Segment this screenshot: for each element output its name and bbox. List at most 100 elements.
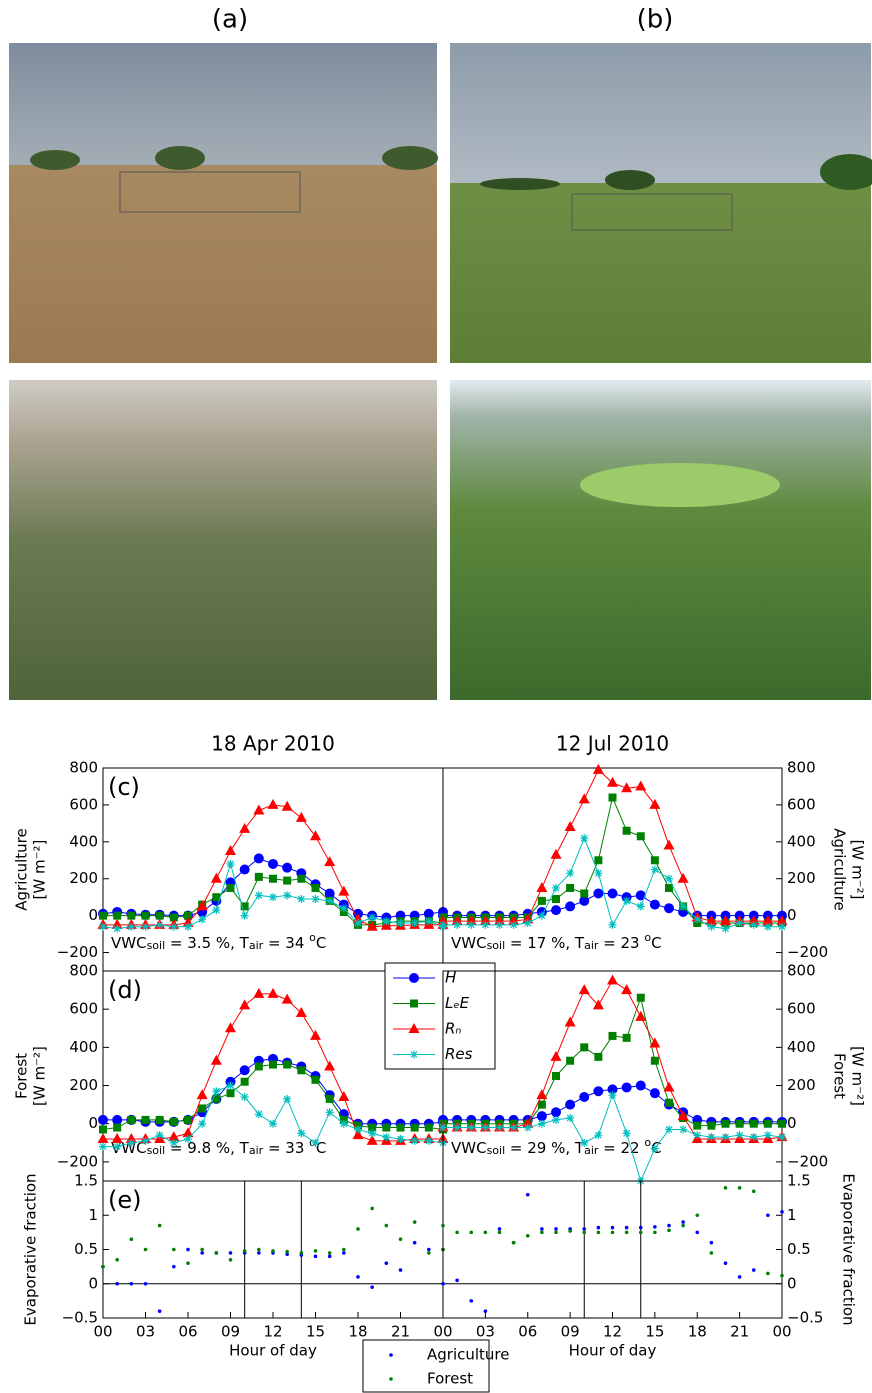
point: [497, 1227, 502, 1231]
y-tick-label: −200: [57, 943, 98, 961]
photo-label: (a): [212, 5, 248, 35]
legend-marker: [389, 1377, 393, 1381]
y-tick-label: 1.5: [787, 1172, 811, 1190]
point: [398, 1268, 403, 1272]
point: [780, 1210, 784, 1214]
marker: [212, 1087, 221, 1096]
marker: [552, 1115, 560, 1124]
marker: [297, 1066, 306, 1075]
y-tick-label: 0: [787, 1274, 797, 1292]
marker: [467, 920, 476, 929]
annotation-part: = 17 %, T: [505, 934, 585, 952]
marker: [635, 780, 647, 791]
marker: [749, 1133, 758, 1142]
marker: [366, 920, 378, 931]
marker: [594, 869, 603, 878]
marker: [239, 1065, 250, 1076]
marker: [649, 1088, 660, 1099]
marker: [382, 1123, 391, 1132]
legend-box: [384, 962, 496, 1070]
point: [172, 1264, 176, 1269]
marker: [98, 1114, 108, 1125]
marker: [762, 915, 774, 926]
marker: [281, 993, 293, 1004]
marker: [579, 895, 590, 906]
marker: [184, 911, 192, 920]
marker: [580, 834, 589, 843]
y-axis-label: Forest: [13, 1053, 31, 1099]
marker: [339, 904, 348, 913]
point: [313, 1249, 318, 1253]
panel-label: (d): [108, 976, 142, 1004]
y-tick-label: 0.5: [74, 1240, 98, 1258]
marker: [423, 908, 434, 919]
x-tick-label: 03: [476, 1323, 495, 1341]
marker: [622, 826, 631, 835]
y-tick-label: −200: [57, 1152, 98, 1170]
y-tick-label: 200: [69, 869, 98, 887]
marker: [113, 911, 122, 920]
point: [582, 1230, 587, 1235]
marker: [225, 1022, 236, 1033]
point: [469, 1299, 474, 1303]
point: [441, 1223, 445, 1228]
annotation-part: o: [644, 1136, 651, 1149]
marker: [210, 1054, 222, 1065]
marker: [621, 984, 633, 995]
marker: [382, 1133, 391, 1142]
marker: [635, 890, 646, 901]
annotation-part: o: [644, 931, 651, 944]
y-tick-label: 200: [69, 1076, 98, 1094]
marker: [607, 888, 618, 899]
marker: [551, 1107, 561, 1118]
y-tick-label: 800: [69, 759, 98, 777]
x-tick-label: 21: [391, 1323, 410, 1341]
marker: [352, 1129, 364, 1140]
series-line: [103, 1084, 444, 1148]
point: [342, 1247, 346, 1252]
x-tick-label: 15: [306, 1323, 325, 1341]
marker: [592, 763, 604, 774]
x-tick-label: 00: [433, 1323, 452, 1341]
marker: [324, 856, 336, 867]
marker: [127, 1115, 136, 1124]
y-axis-label: Forest: [831, 1053, 849, 1099]
annotation-part: air: [584, 939, 599, 952]
point: [497, 1230, 502, 1235]
point: [638, 1230, 643, 1235]
marker: [269, 874, 277, 883]
marker: [127, 922, 136, 931]
point: [285, 1249, 289, 1254]
marker: [679, 902, 688, 911]
marker: [338, 885, 350, 896]
marker: [636, 993, 645, 1002]
point: [129, 1237, 134, 1242]
marker: [268, 858, 278, 869]
marker: [735, 1119, 744, 1128]
x-tick-label: 12: [263, 1323, 282, 1341]
y-axis-label: [W m⁻²]: [849, 1046, 867, 1106]
marker: [665, 1098, 673, 1107]
marker: [169, 922, 178, 931]
marker: [566, 869, 575, 878]
point: [356, 1227, 360, 1231]
series-line: [102, 1064, 444, 1130]
annotation: VWCsoil = 17 %, Tair = 23 oC: [451, 931, 662, 952]
marker: [607, 974, 618, 985]
x-tick-label: 03: [136, 1323, 155, 1341]
marker: [269, 1060, 277, 1069]
annotation: VWCsoil = 3.5 %, Tair = 34 oC: [111, 931, 326, 952]
point: [257, 1251, 261, 1255]
marker: [366, 1134, 378, 1145]
x-tick-label: 06: [518, 1323, 537, 1341]
x-tick-label: 09: [561, 1323, 580, 1341]
marker: [564, 1016, 576, 1027]
marker: [240, 902, 249, 911]
marker: [182, 1127, 194, 1138]
annotation-part: = 33: [263, 1139, 309, 1157]
marker: [707, 1121, 716, 1130]
marker: [622, 1129, 631, 1138]
y-tick-label: 800: [787, 962, 816, 980]
marker: [424, 917, 433, 926]
point: [667, 1223, 671, 1228]
